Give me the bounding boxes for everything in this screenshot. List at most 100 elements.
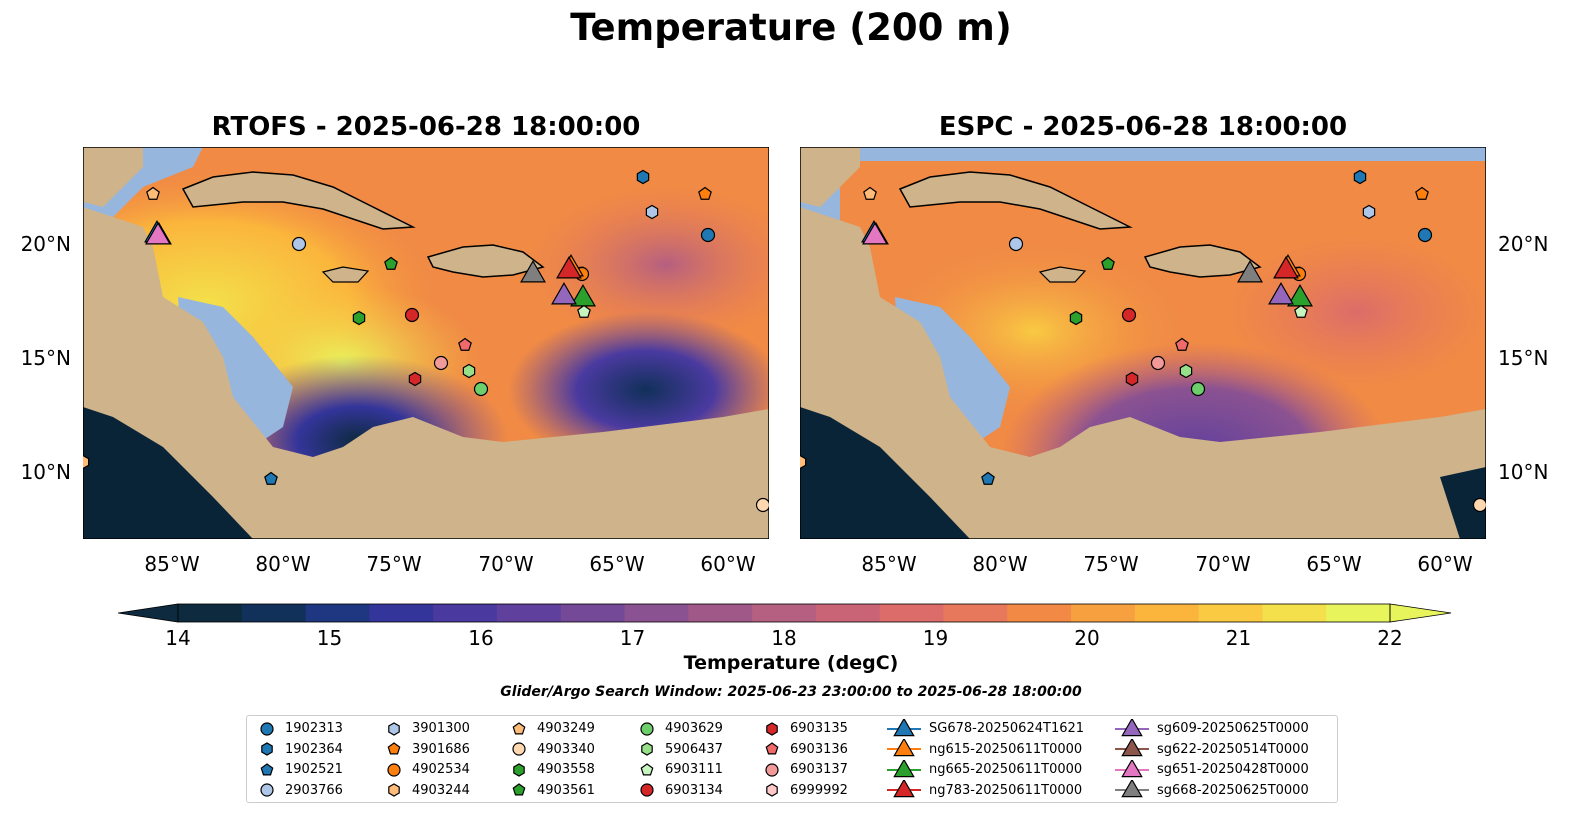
marker-6903134[interactable] [404, 307, 420, 323]
legend-item: 5906437 [637, 739, 723, 760]
marker-sg609-20250625T0000[interactable] [1268, 282, 1294, 305]
marker-sg668-20250625T0000[interactable] [520, 260, 546, 283]
marker-5906437[interactable] [462, 363, 476, 379]
circle-icon [387, 762, 401, 777]
legend-item: 6999992 [762, 780, 848, 801]
colorbar-tick-label: 18 [771, 626, 797, 650]
marker-6903135[interactable] [408, 371, 422, 387]
marker-1902313[interactable] [1417, 227, 1433, 243]
legend-item: 4903244 [384, 780, 470, 801]
legend-label: 3901300 [412, 721, 470, 736]
float-markers[interactable] [83, 169, 770, 513]
marker-3901300[interactable] [1362, 204, 1376, 220]
hexagon-icon [766, 721, 778, 736]
marker-1902364[interactable] [1353, 169, 1367, 185]
colorbar-segment [1134, 604, 1200, 622]
marker-6903111[interactable] [1294, 304, 1308, 318]
marker-6903137[interactable] [1150, 355, 1166, 371]
hexagon-icon [261, 742, 273, 756]
marker-4903558[interactable] [1069, 310, 1083, 326]
cuba [898, 171, 1133, 230]
colorbar-segment [1326, 604, 1391, 622]
marker-sg668-20250625T0000[interactable] [1237, 260, 1263, 283]
colorbar-tick-label: 16 [468, 626, 494, 650]
legend-item: 1902313 [257, 718, 343, 739]
legend-label: 1902313 [285, 721, 343, 736]
colorbar-tick-label: 22 [1377, 626, 1403, 650]
marker-1902521[interactable] [264, 471, 278, 485]
marker-6903136[interactable] [1175, 337, 1189, 351]
marker-6903134[interactable] [1121, 307, 1137, 323]
marker-4903249[interactable] [863, 186, 877, 200]
triangle-icon [887, 780, 921, 798]
cuba [181, 171, 416, 230]
marker-6903136[interactable] [458, 337, 472, 351]
marker-5906437[interactable] [1179, 363, 1193, 379]
legend-item: 4903558 [509, 759, 595, 780]
legend-item: 6903137 [762, 759, 848, 780]
colorbar-segment [1071, 604, 1136, 622]
marker-4903340[interactable] [1472, 497, 1487, 513]
panel-title-espc: ESPC - 2025-06-28 18:00:00 [938, 112, 1348, 142]
marker-1902313[interactable] [700, 227, 716, 243]
lon-tick-label: 60°W [700, 552, 756, 576]
legend-item: 4902534 [384, 759, 470, 780]
marker-4903249[interactable] [146, 186, 160, 200]
marker-4903244[interactable] [83, 454, 90, 470]
legend-item: sg668-20250625T0000 [1115, 780, 1309, 801]
marker-sg609-20250625T0000[interactable] [551, 282, 577, 305]
marker-1902521[interactable] [981, 471, 995, 485]
triangle-icon [1115, 739, 1149, 757]
marker-ng783-20250611T0000[interactable] [1273, 256, 1299, 279]
legend-item: SG678-20250624T1621 [887, 718, 1084, 739]
marker-6903137[interactable] [433, 355, 449, 371]
triangle-icon [887, 739, 921, 757]
legend-label: 4902534 [412, 762, 470, 777]
marker-4903629[interactable] [1190, 381, 1206, 397]
yucatan [83, 147, 143, 207]
marker-3901300[interactable] [645, 204, 659, 220]
marker-4903244[interactable] [800, 454, 807, 470]
marker-sg651-20250428T0000[interactable] [862, 222, 888, 245]
marker-ng665-20250611T0000[interactable] [1287, 284, 1313, 307]
marker-sg651-20250428T0000[interactable] [145, 222, 171, 245]
colorbar-segment [305, 604, 370, 622]
legend-label: 4903244 [412, 782, 470, 798]
marker-2903766[interactable] [1008, 236, 1024, 252]
colorbar-segment [560, 604, 626, 622]
float-markers[interactable] [800, 169, 1487, 513]
marker-3901686[interactable] [698, 186, 712, 200]
lon-tick-label: 80°W [972, 552, 1028, 576]
legend-item: sg622-20250514T0000 [1115, 739, 1309, 760]
lat-tick-label: 20°N [1498, 232, 1549, 256]
search-window-text: Glider/Argo Search Window: 2025-06-23 23… [500, 684, 1082, 700]
marker-6903135[interactable] [1125, 371, 1139, 387]
map-espc[interactable] [800, 147, 1486, 539]
colorbar-segment [943, 604, 1008, 622]
marker-ng665-20250611T0000[interactable] [570, 284, 596, 307]
marker-ng783-20250611T0000[interactable] [556, 256, 582, 279]
legend-item: 2903766 [257, 780, 343, 801]
marker-4903558[interactable] [352, 310, 366, 326]
triangle-icon [1115, 780, 1149, 798]
colorbar-tick-label: 19 [922, 626, 949, 650]
legend-item: 4903561 [509, 780, 595, 801]
marker-3901686[interactable] [1415, 186, 1429, 200]
marker-4903561[interactable] [1101, 256, 1115, 270]
legend-item: 6903111 [637, 759, 723, 780]
marker-4903629[interactable] [473, 381, 489, 397]
panel-title-rtofs: RTOFS - 2025-06-28 18:00:00 [211, 112, 641, 142]
legend-label: ng615-20250611T0000 [929, 741, 1083, 757]
marker-4903340[interactable] [755, 497, 770, 513]
jamaica [1038, 266, 1087, 283]
marker-2903766[interactable] [291, 236, 307, 252]
marker-4903561[interactable] [384, 256, 398, 270]
map-rtofs[interactable] [83, 147, 769, 539]
marker-6903111[interactable] [577, 304, 591, 318]
marker-1902364[interactable] [636, 169, 650, 185]
legend-item: ng783-20250611T0000 [887, 780, 1082, 801]
lon-tick-label: 65°W [589, 552, 645, 576]
legend: 1902313 1902364 1902521 2903766 3901300 39016… [246, 715, 1338, 803]
legend-label: sg622-20250514T0000 [1157, 741, 1309, 757]
lon-tick-label: 85°W [144, 552, 200, 576]
